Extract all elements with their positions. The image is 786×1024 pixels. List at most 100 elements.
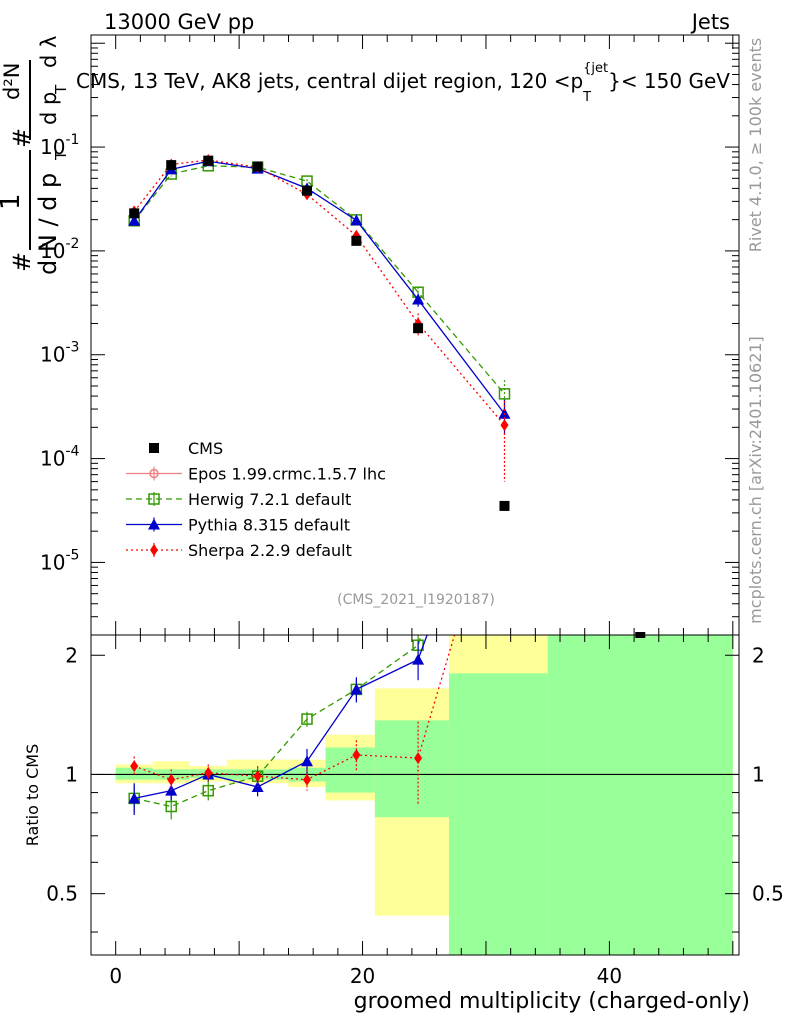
ylabel-dN: d N / d p <box>34 173 62 275</box>
sherpa-ratio-point <box>414 752 423 765</box>
pythia-line <box>133 160 506 415</box>
y-tick-label-ratio-right: 0.5 <box>752 882 784 906</box>
pythia-ratio-line <box>134 635 428 800</box>
pythia-ratio-point <box>350 683 363 695</box>
legend-marker <box>149 443 159 453</box>
main-panel <box>128 154 511 511</box>
title-sup: {jet <box>583 61 608 76</box>
ylabel-one: 1 <box>0 193 26 210</box>
herwig-ratio-line <box>134 635 422 808</box>
legend-label: Sherpa 2.2.9 default <box>188 541 352 560</box>
y-tick-base: 10 <box>40 135 65 159</box>
y-tick-label-main: 10-1 <box>40 132 79 159</box>
y-tick-base: 10 <box>40 550 65 574</box>
legend: CMS Epos 1.99.crmc.1.5.7 lhc Herwig 7.2.1 … <box>126 439 386 560</box>
title-sub: T <box>582 90 591 105</box>
stat-band <box>374 720 449 818</box>
herwig-ratio-point <box>165 800 177 813</box>
pythia-point <box>412 293 425 305</box>
herwig-ratio-point <box>301 713 313 725</box>
y-tick-exp: -1 <box>65 132 79 148</box>
header-left: 13000 GeV pp <box>104 10 254 34</box>
stat-band <box>448 673 548 955</box>
herwig-point <box>498 388 511 400</box>
legend-marker <box>150 544 158 556</box>
y-tick-base: 10 <box>40 343 65 367</box>
cms-point <box>203 155 214 166</box>
y-tick-exp: -2 <box>65 236 79 252</box>
sherpa-ratio-point <box>167 773 176 786</box>
y-tick-exp: -5 <box>65 547 79 563</box>
legend-label: Herwig 7.2.1 default <box>188 490 351 509</box>
sherpa-ratio-point <box>130 760 139 773</box>
legend-label: CMS <box>188 439 223 458</box>
ratio-panel <box>91 635 739 820</box>
sherpa-ratio-line <box>133 635 456 781</box>
stat-band <box>325 747 375 793</box>
sherpa-ratio-point <box>204 766 213 779</box>
cms-point <box>413 323 424 334</box>
title-prefix: CMS, 13 TeV, AK8 jets, central dijet reg… <box>76 69 583 93</box>
y-tick-label-main: 10-4 <box>40 444 80 471</box>
cms-point <box>129 208 140 219</box>
x-tick-label: 0 <box>109 964 122 988</box>
cms-point <box>351 235 362 246</box>
pythia-point <box>350 214 363 226</box>
ratio-bands <box>115 635 733 955</box>
cms-point <box>166 160 177 171</box>
y-tick-exp: -4 <box>65 444 79 460</box>
legend-label: Epos 1.99.crmc.1.5.7 lhc <box>188 465 386 484</box>
legend-marker <box>148 493 160 505</box>
y-tick-exp: -3 <box>65 340 79 356</box>
cms-point <box>252 161 263 172</box>
title-suffix: }< 150 GeV <box>608 69 730 93</box>
svg-text:CMS, 13 TeV, AK8 jets, central: CMS, 13 TeV, AK8 jets, central dijet reg… <box>76 61 730 105</box>
pythia-ratio-point <box>412 653 425 665</box>
ylabel-subT: T <box>52 150 70 161</box>
legend-marker <box>149 468 159 479</box>
y-tick-label-ratio: 2 <box>65 643 78 667</box>
y-tick-label-main: 10-5 <box>40 547 79 574</box>
ratio-frame <box>90 634 740 956</box>
pythia-ratio-point <box>301 755 313 767</box>
analysis-tag: (CMS_2021_I1920187) <box>337 592 495 608</box>
cms-point-offscale <box>635 632 646 638</box>
x-tick-label: 20 <box>350 964 375 988</box>
y-tick-label-main: 10-3 <box>40 340 79 367</box>
herwig-ratio-point <box>202 784 215 797</box>
y-tick-label-ratio-right: 1 <box>752 762 765 786</box>
mcplots-label: mcplots.cern.ch [arXiv:2401.10621] <box>746 336 765 624</box>
cms-point <box>499 500 510 511</box>
stat-band <box>547 635 733 955</box>
pythia-point <box>128 214 141 226</box>
sherpa-ratio-point <box>352 748 361 761</box>
ylabel-hash2: # <box>8 128 36 148</box>
y-tick-label-main: 10-2 <box>40 236 79 263</box>
sherpa-line <box>133 159 505 426</box>
legend-marker <box>148 518 160 530</box>
pythia-ratio-point <box>128 792 141 804</box>
ylabel-d2N: d²N <box>0 63 24 100</box>
y-axis-label: # 1 d N / d p T # d²N d p T d λ <box>0 36 70 275</box>
y-tick-base: 10 <box>40 239 65 263</box>
y-tick-label-ratio: 0.5 <box>46 882 78 906</box>
y-tick-label-ratio: 1 <box>65 762 78 786</box>
x-axis-label: groomed multiplicity (charged-only) <box>354 989 750 1014</box>
herwig-line <box>133 165 505 395</box>
sherpa-point <box>500 419 509 432</box>
ylabel-dlambda: d λ <box>37 36 61 68</box>
legend-label: Pythia 8.315 default <box>188 516 350 535</box>
ratio-ylabel: Ratio to CMS <box>23 744 42 846</box>
x-tick-label: 40 <box>597 964 622 988</box>
rivet-label: Rivet 4.1.0, ≥ 100k events <box>746 38 765 252</box>
header-right: Jets <box>690 10 730 34</box>
ylabel-hash1: # <box>8 252 36 272</box>
y-tick-base: 10 <box>40 447 65 471</box>
sherpa-ratio-point <box>303 773 311 786</box>
chart-title: CMS, 13 TeV, AK8 jets, central dijet reg… <box>76 61 730 105</box>
sherpa-ratio-point <box>253 770 262 783</box>
cms-point <box>302 185 312 196</box>
y-tick-label-ratio-right: 2 <box>752 643 765 667</box>
